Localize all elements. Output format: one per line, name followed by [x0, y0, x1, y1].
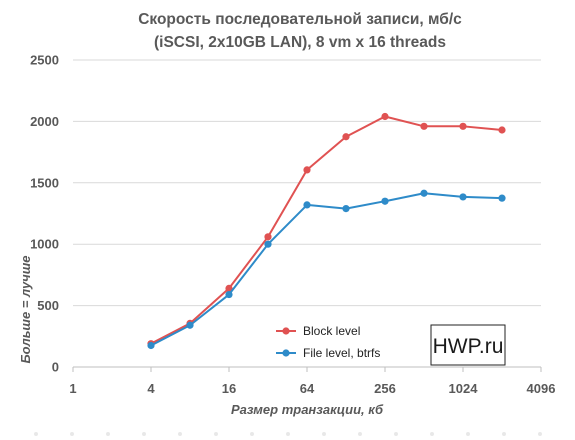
legend-label: File level, btrfs [303, 346, 380, 360]
decorative-dot [34, 432, 38, 436]
data-point [459, 122, 467, 130]
x-tick-label: 64 [300, 381, 315, 396]
x-tick-label: 1 [69, 381, 76, 396]
data-point [225, 284, 233, 293]
series-line-0 [150, 115, 503, 345]
decorative-dot [322, 432, 326, 436]
decorative-dot [358, 432, 362, 436]
decorative-dot [142, 432, 146, 436]
y-axis-ticks: 0 500 1000 1500 2000 2500 [30, 53, 59, 375]
data-point [342, 204, 350, 213]
watermark-text: HWP.ru [433, 335, 504, 358]
data-point [342, 133, 350, 141]
legend-swatch-marker [282, 349, 290, 357]
data-point [420, 189, 428, 197]
y-tick-label: 500 [37, 298, 59, 313]
data-point [381, 112, 389, 121]
data-point [498, 126, 506, 134]
legend-label: Block level [303, 324, 360, 338]
watermark: HWP.ru [430, 324, 506, 366]
x-tick-label: 16 [222, 381, 236, 396]
series-group [147, 112, 506, 350]
data-point [498, 194, 506, 202]
decorative-dot [502, 432, 506, 436]
data-point [264, 240, 272, 248]
y-axis-title: Больше = лучше [18, 255, 33, 363]
y-tick-label: 2000 [30, 114, 59, 129]
data-point [459, 193, 467, 201]
decorative-dot [466, 432, 470, 436]
watermark-box [430, 324, 506, 366]
legend: Block level File level, btrfs [276, 324, 380, 360]
x-tick-label: 4096 [527, 381, 556, 396]
x-tick-label: 256 [374, 381, 396, 396]
decorative-dot [214, 432, 218, 436]
data-point [381, 197, 389, 205]
data-point [225, 290, 233, 299]
chart-title-line-2: (iSCSI, 2x10GB LAN), 8 vm x 16 threads [154, 34, 446, 51]
data-point [264, 233, 272, 241]
data-point [147, 341, 155, 350]
legend-swatch-marker [282, 327, 290, 335]
decorative-dot [106, 432, 110, 436]
data-point [303, 201, 311, 209]
y-tick-label: 1500 [30, 175, 59, 190]
decorative-dot [430, 432, 434, 436]
decorative-dot [70, 432, 74, 436]
x-axis-ticks: 1 4 16 64 256 1024 4096 [69, 367, 555, 396]
data-point [186, 321, 194, 329]
y-tick-label: 1000 [30, 237, 59, 252]
x-tick-label: 4 [147, 381, 155, 396]
x-axis-title: Размер транзакции, кб [231, 402, 384, 417]
y-tick-label: 2500 [30, 53, 59, 68]
grid [73, 59, 541, 307]
chart-title-line-1: Скорость последовательной записи, мб/с [138, 11, 462, 28]
decorative-dot [250, 432, 254, 436]
y-tick-label: 0 [52, 360, 59, 375]
decorative-dot [538, 432, 542, 436]
decorative-dot [286, 432, 290, 436]
decorative-dot-row [34, 432, 542, 436]
series-line-1 [150, 192, 503, 347]
decorative-dot [178, 432, 182, 436]
data-point [420, 122, 428, 130]
chart-title: Скорость последовательной записи, мб/с (… [138, 11, 462, 51]
decorative-dot [394, 432, 398, 436]
x-tick-label: 1024 [449, 381, 479, 396]
data-point [303, 166, 311, 174]
